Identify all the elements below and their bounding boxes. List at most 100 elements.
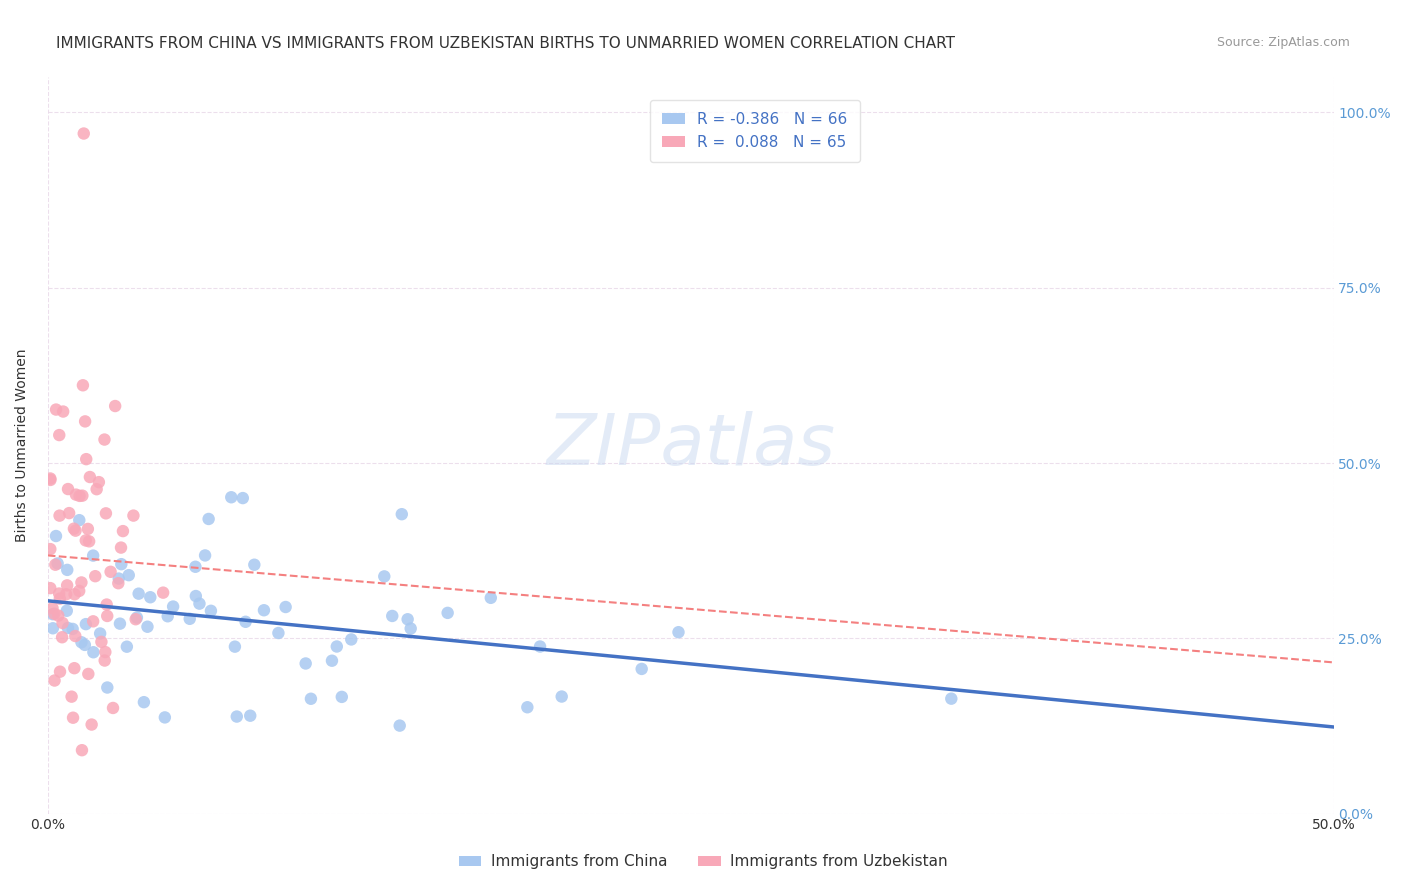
Point [41, 601, 63, 615]
Point [110, 541, 132, 555]
Point [65, 524, 87, 538]
Point [93, 654, 115, 668]
Point [82, 549, 104, 563]
Point [96, 598, 118, 612]
Point [72, 489, 94, 503]
Legend: R = -0.386   N = 66, R =  0.088   N = 65: R = -0.386 N = 66, R = 0.088 N = 65 [650, 100, 860, 161]
Point [76, 522, 98, 536]
Point [80, 717, 103, 731]
Point [86, 482, 108, 496]
Point [65, 629, 87, 643]
Point [49, 665, 72, 679]
Y-axis label: Births to Unmarried Women: Births to Unmarried Women [15, 349, 30, 542]
Point [90, 635, 112, 649]
Point [51, 615, 73, 630]
Point [299, 691, 322, 706]
Point [232, 491, 254, 505]
Point [63, 522, 86, 536]
Point [100, 565, 122, 579]
Point [65, 488, 87, 502]
Point [122, 508, 145, 523]
Point [132, 695, 155, 709]
Point [125, 612, 148, 626]
Point [84, 569, 107, 583]
Point [82, 645, 104, 659]
Point [72, 378, 94, 392]
Point [239, 708, 262, 723]
Point [111, 524, 134, 538]
Point [388, 718, 411, 732]
Point [179, 612, 201, 626]
Legend: Immigrants from China, Immigrants from Uzbekistan: Immigrants from China, Immigrants from U… [453, 848, 953, 875]
Point [128, 587, 150, 601]
Point [58, 506, 80, 520]
Point [82, 615, 104, 629]
Point [136, 620, 159, 634]
Point [67, 583, 90, 598]
Point [294, 657, 316, 671]
Text: Source: ZipAtlas.com: Source: ZipAtlas.com [1216, 36, 1350, 49]
Point [70, 575, 93, 590]
Point [93, 433, 115, 447]
Point [200, 604, 222, 618]
Point [391, 507, 413, 521]
Point [118, 568, 141, 582]
Point [89, 626, 111, 640]
Point [77, 534, 100, 549]
Point [225, 709, 247, 723]
Point [551, 690, 574, 704]
Point [267, 626, 290, 640]
Point [48, 428, 70, 442]
Point [45, 402, 67, 417]
Point [75, 452, 97, 467]
Point [46, 557, 69, 571]
Point [39, 581, 62, 595]
Point [340, 632, 363, 647]
Point [70, 635, 93, 649]
Point [94, 645, 117, 659]
Point [44, 558, 66, 572]
Point [668, 625, 690, 640]
Point [156, 609, 179, 624]
Point [188, 597, 211, 611]
Point [75, 533, 97, 548]
Point [219, 490, 242, 504]
Point [48, 586, 70, 600]
Point [49, 591, 72, 606]
Point [56, 578, 79, 592]
Point [73, 127, 96, 141]
Point [235, 615, 257, 629]
Point [108, 616, 131, 631]
Point [46, 608, 69, 623]
Point [321, 654, 343, 668]
Point [107, 572, 129, 586]
Point [51, 630, 73, 644]
Point [42, 621, 65, 635]
Point [381, 609, 404, 624]
Point [56, 482, 79, 496]
Point [62, 622, 84, 636]
Point [94, 506, 117, 520]
Point [39, 471, 62, 485]
Point [115, 640, 138, 654]
Point [330, 690, 353, 704]
Point [73, 638, 96, 652]
Point [941, 691, 963, 706]
Point [184, 589, 207, 603]
Point [373, 569, 395, 583]
Point [107, 576, 129, 591]
Point [44, 673, 66, 688]
Point [436, 606, 458, 620]
Point [39, 542, 62, 557]
Point [56, 563, 79, 577]
Point [67, 513, 90, 527]
Point [224, 640, 246, 654]
Point [60, 690, 83, 704]
Point [79, 470, 101, 484]
Point [62, 711, 84, 725]
Point [197, 512, 219, 526]
Point [274, 600, 297, 615]
Point [630, 662, 652, 676]
Point [48, 508, 70, 523]
Point [75, 617, 97, 632]
